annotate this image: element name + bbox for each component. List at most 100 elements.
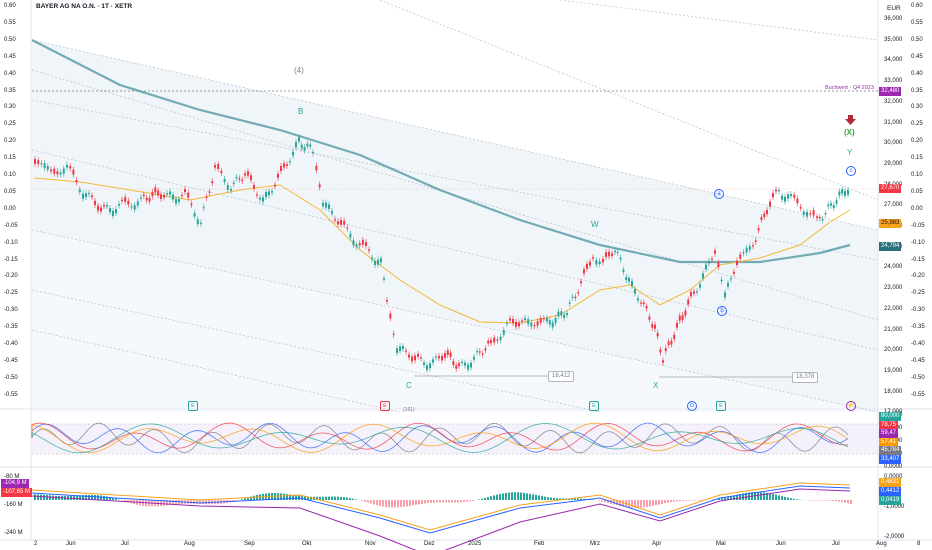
price-axis-tick: 36,000: [884, 16, 903, 22]
candle: [190, 203, 193, 206]
fib-axis-tick: -0.45: [911, 357, 925, 364]
left-axis-tick: 0.10: [4, 172, 16, 178]
candle: [598, 261, 601, 265]
candle: [59, 172, 62, 175]
candle: [452, 361, 455, 366]
left-axis-tick: 0.00: [4, 205, 16, 212]
candle: [256, 194, 258, 196]
candle: [250, 175, 252, 181]
candle: [441, 355, 443, 361]
candle: [551, 322, 554, 328]
candle: [781, 195, 783, 200]
candle: [554, 318, 557, 324]
candle: [690, 291, 692, 297]
candle: [642, 302, 645, 305]
candle: [371, 257, 373, 260]
candle: [365, 242, 367, 247]
left-axis-tick: -0.20: [4, 273, 18, 280]
candle: [377, 259, 379, 265]
candle: [476, 351, 478, 353]
earnings-badge[interactable]: E: [380, 401, 390, 411]
candle: [217, 164, 220, 170]
candle: [66, 164, 68, 168]
candle: [411, 356, 413, 362]
price-axis-tick: 23,000: [884, 285, 903, 292]
left-axis-tick: -0.15: [4, 256, 18, 263]
candle: [408, 354, 410, 358]
fib-axis-tick: 0.10: [911, 172, 923, 178]
flash-icon[interactable]: ⚡: [846, 401, 856, 411]
candle: [708, 261, 710, 264]
candle: [838, 191, 841, 196]
candle: [824, 213, 827, 215]
fib-axis-tick: -0.05: [911, 222, 925, 229]
earnings-badge[interactable]: E: [589, 401, 599, 411]
candle: [502, 329, 505, 335]
fib-axis-tick: -0.40: [911, 341, 925, 347]
candle: [295, 142, 297, 148]
candle: [546, 318, 548, 322]
osc-tag: 78,75: [879, 420, 899, 430]
candle: [622, 269, 625, 273]
candle: [298, 137, 300, 142]
candle: [259, 197, 261, 200]
left-axis-tick: -0.30: [4, 307, 18, 314]
osc-tag: 80,000: [879, 412, 902, 421]
earnings-badge[interactable]: E: [188, 401, 198, 411]
candle: [654, 324, 656, 329]
symbol-title[interactable]: BAYER AG NA O.N. · 1T · XETR: [36, 3, 133, 10]
candle: [775, 189, 777, 192]
candle: [352, 240, 355, 246]
time-axis-tick: Jul: [832, 541, 840, 547]
candle: [727, 282, 729, 287]
candle: [386, 300, 388, 302]
time-axis-tick: Dez: [424, 541, 435, 547]
dividend-badge[interactable]: D: [687, 401, 697, 411]
candle: [355, 244, 358, 247]
candle: [112, 210, 114, 216]
candle: [714, 250, 716, 254]
candle: [589, 261, 591, 266]
wave-c-label: C: [406, 381, 412, 390]
candle: [127, 200, 130, 205]
candle: [184, 189, 186, 193]
candle: [648, 316, 651, 320]
candle: [602, 258, 604, 263]
candle: [736, 260, 738, 265]
candle: [82, 193, 84, 199]
candle: [380, 258, 382, 263]
book-value-tag: 32,480: [879, 87, 902, 96]
candle: [693, 291, 695, 294]
price-axis-tick: 19,000: [884, 367, 903, 374]
candle: [124, 197, 127, 202]
macd-left-tag: -104,9 M: [1, 479, 29, 488]
osc-tag: 33,407: [879, 454, 902, 464]
fib-axis-tick: 0.05: [911, 188, 923, 195]
candle: [637, 298, 639, 301]
left-axis-tick: -0.05: [4, 222, 18, 229]
fib-axis-tick: -0.55: [911, 391, 925, 398]
candle: [271, 191, 273, 193]
earnings-badge[interactable]: E: [716, 401, 726, 411]
time-axis-tick: Nov: [365, 541, 376, 547]
candle: [262, 197, 264, 202]
osc-tag: 45,784: [879, 446, 902, 455]
left-axis-tick: -0.55: [4, 391, 18, 398]
candle: [94, 200, 96, 205]
candle: [318, 184, 321, 188]
candle: [226, 185, 229, 190]
candle: [664, 348, 667, 352]
macd-left-tick: -240 M: [4, 530, 23, 536]
candle: [518, 322, 520, 327]
candle: [136, 201, 139, 206]
candle: [43, 163, 46, 169]
candle: [557, 311, 560, 317]
candle: [432, 359, 434, 363]
left-axis-tick: 0.05: [4, 188, 16, 195]
time-axis-tick: 2: [34, 541, 38, 547]
candle: [763, 213, 766, 218]
candle: [769, 201, 771, 207]
candle: [374, 260, 376, 266]
candle: [88, 192, 90, 195]
